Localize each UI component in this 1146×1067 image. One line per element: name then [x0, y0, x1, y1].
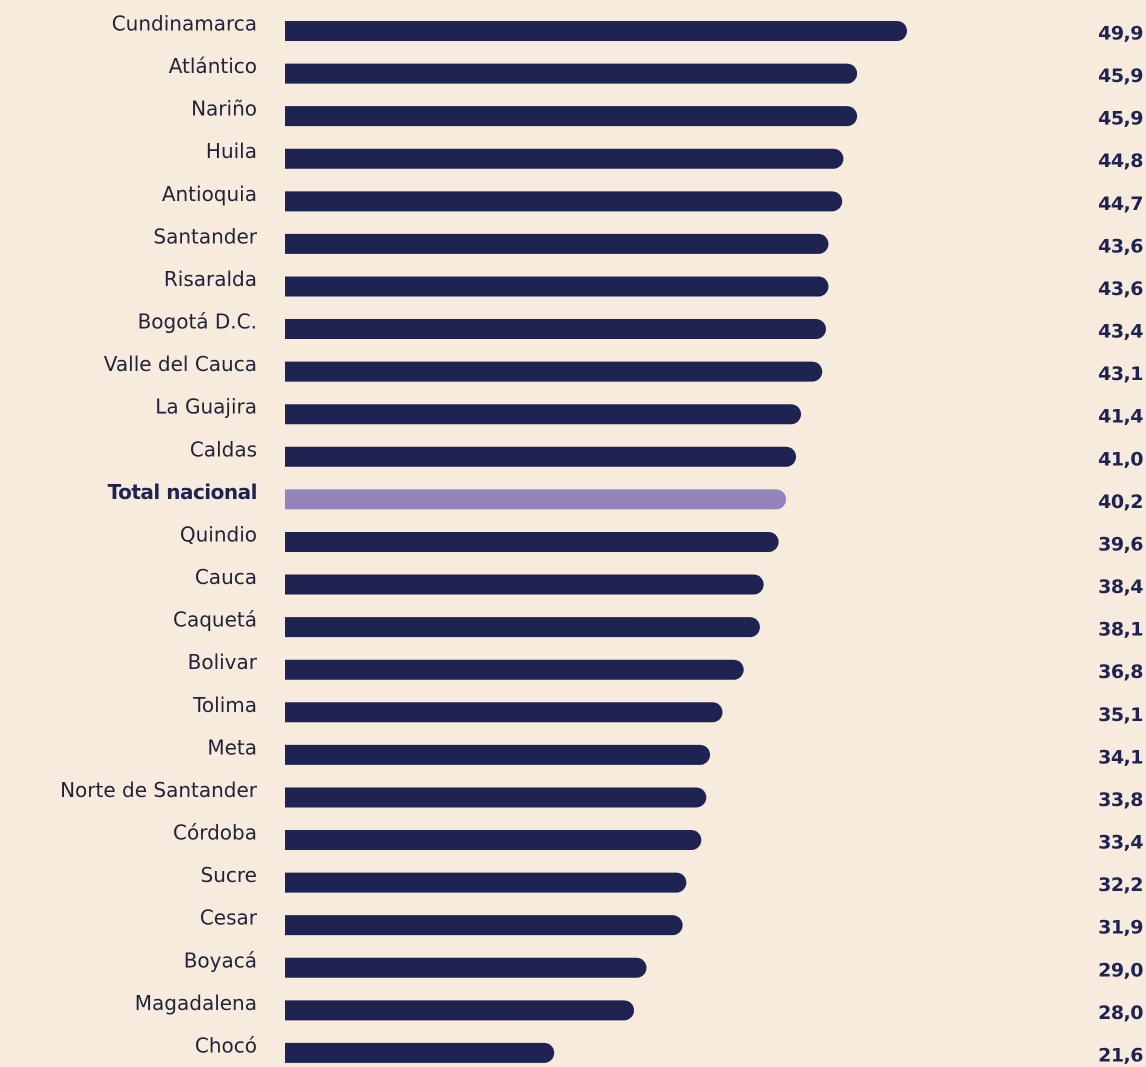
bar	[285, 148, 844, 169]
bar	[285, 574, 764, 595]
bar	[285, 787, 707, 808]
bar	[285, 446, 797, 467]
bar	[285, 489, 787, 510]
value-label: 45,9	[1098, 65, 1143, 87]
bar	[285, 915, 683, 936]
bar	[285, 361, 823, 382]
value-label: 35,1	[1098, 704, 1143, 726]
category-label: Quindio	[180, 522, 257, 546]
bar	[285, 702, 723, 723]
category-label: Total nacional	[108, 480, 257, 504]
category-label: Bolivar	[188, 650, 258, 674]
category-label: Antioquia	[162, 182, 257, 206]
value-label: 38,1	[1098, 619, 1143, 641]
bar	[285, 276, 829, 297]
category-label: Boyacá	[184, 948, 257, 972]
category-label: Atlántico	[169, 54, 257, 78]
bar	[285, 744, 711, 765]
value-label: 31,9	[1098, 917, 1143, 939]
bar	[285, 531, 779, 552]
value-label: 43,6	[1098, 235, 1143, 257]
category-label: Nariño	[191, 97, 257, 121]
value-label: 43,4	[1098, 321, 1143, 343]
value-label: 45,9	[1098, 108, 1143, 130]
category-label: La Guajira	[155, 395, 257, 419]
category-label: Cauca	[195, 565, 257, 589]
bar	[285, 830, 702, 851]
category-label: Risaralda	[164, 267, 257, 291]
value-label: 41,4	[1098, 406, 1143, 428]
bar	[285, 872, 687, 893]
bar	[285, 957, 647, 978]
value-label: 29,0	[1098, 959, 1143, 981]
category-label: Santander	[153, 224, 257, 248]
value-label: 43,6	[1098, 278, 1143, 300]
bar	[285, 191, 843, 212]
category-label: Córdoba	[173, 821, 257, 845]
category-label: Chocó	[195, 1033, 257, 1057]
bar	[285, 1000, 635, 1021]
bar	[285, 233, 829, 254]
bar	[285, 63, 858, 84]
category-label: Norte de Santander	[60, 778, 258, 802]
value-label: 39,6	[1098, 533, 1143, 555]
bar	[285, 617, 760, 638]
bar	[285, 106, 858, 127]
category-label: Cesar	[200, 906, 258, 930]
value-label: 40,2	[1098, 491, 1143, 513]
value-label: 33,4	[1098, 832, 1143, 854]
category-label: Cundinamarca	[112, 12, 257, 36]
value-label: 36,8	[1098, 661, 1143, 683]
bar	[285, 1042, 555, 1063]
value-label: 44,7	[1098, 193, 1143, 215]
value-label: 32,2	[1098, 874, 1143, 896]
category-label: Sucre	[201, 863, 257, 887]
value-label: 28,0	[1098, 1002, 1143, 1024]
value-label: 49,9	[1098, 23, 1143, 45]
category-label: Caldas	[190, 437, 257, 461]
category-label: Caquetá	[173, 608, 257, 632]
category-label: Valle del Cauca	[104, 352, 257, 376]
bar	[285, 21, 907, 41]
value-label: 21,6	[1098, 1044, 1143, 1066]
bar	[285, 319, 826, 340]
value-label: 44,8	[1098, 150, 1143, 172]
category-label: Tolima	[192, 693, 257, 717]
value-label: 43,1	[1098, 363, 1143, 385]
value-label: 34,1	[1098, 746, 1143, 768]
value-label: 41,0	[1098, 448, 1143, 470]
value-label: 33,8	[1098, 789, 1143, 811]
category-label: Meta	[207, 735, 257, 759]
category-label: Bogotá D.C.	[138, 310, 257, 334]
category-label: Magadalena	[135, 991, 257, 1015]
bar	[285, 404, 802, 425]
category-label: Huila	[206, 139, 257, 163]
bar	[285, 659, 744, 680]
value-label: 38,4	[1098, 576, 1143, 598]
